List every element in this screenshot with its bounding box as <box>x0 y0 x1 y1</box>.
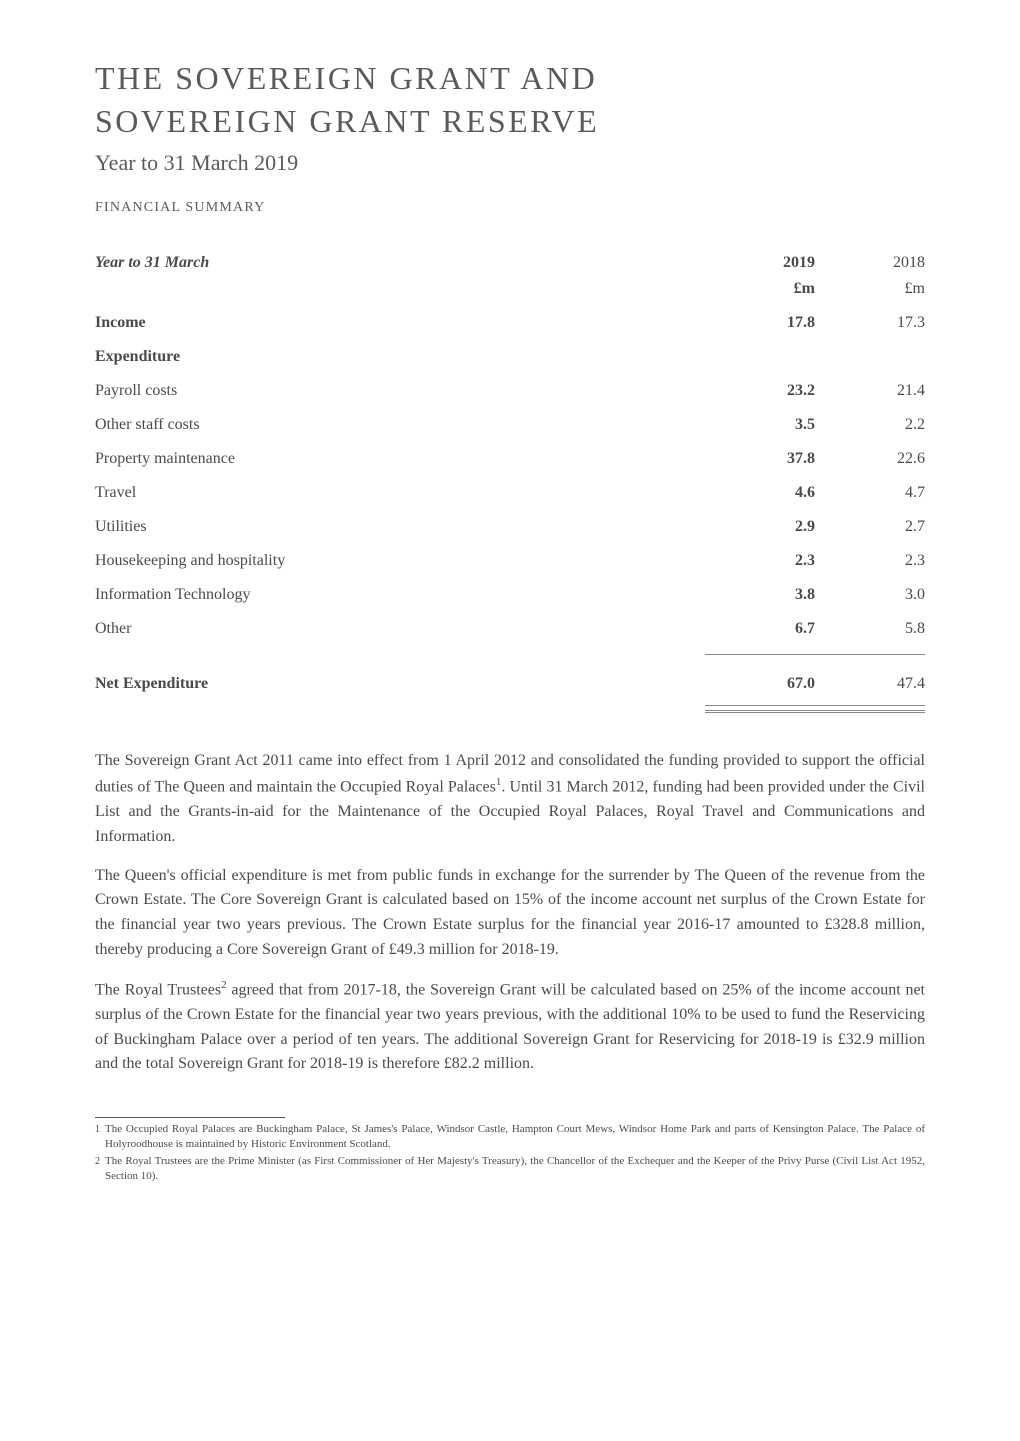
net-2019: 67.0 <box>705 663 815 697</box>
income-2018: 17.3 <box>815 306 925 340</box>
net-2018: 47.4 <box>815 663 925 697</box>
table-row: Utilities 2.9 2.7 <box>95 510 925 544</box>
otherstaff-label: Other staff costs <box>95 408 705 442</box>
double-rule-row <box>95 697 925 721</box>
it-label: Information Technology <box>95 578 705 612</box>
payroll-2019: 23.2 <box>705 374 815 408</box>
income-2019: 17.8 <box>705 306 815 340</box>
expenditure-section-row: Expenditure <box>95 340 925 374</box>
payroll-label: Payroll costs <box>95 374 705 408</box>
footnote-2-number: 2 <box>95 1154 105 1184</box>
table-row: Payroll costs 23.2 21.4 <box>95 374 925 408</box>
table-row: Information Technology 3.8 3.0 <box>95 578 925 612</box>
travel-2018: 4.7 <box>815 476 925 510</box>
paragraph-1: The Sovereign Grant Act 2011 came into e… <box>95 749 925 850</box>
section-financial-summary: FINANCIAL SUMMARY <box>95 200 925 216</box>
footnote-1: 1 The Occupied Royal Palaces are Bucking… <box>95 1122 925 1152</box>
document-title-line1: THE SOVEREIGN GRANT AND <box>95 60 925 97</box>
table-row: Other 6.7 5.8 <box>95 612 925 646</box>
travel-2019: 4.6 <box>705 476 815 510</box>
total-rule-2018 <box>815 705 925 713</box>
header-year-label: Year to 31 March <box>95 246 705 280</box>
income-row: Income 17.8 17.3 <box>95 306 925 340</box>
property-2019: 37.8 <box>705 442 815 476</box>
table-header-row: Year to 31 March 2019 2018 <box>95 246 925 280</box>
utilities-2019: 2.9 <box>705 510 815 544</box>
otherstaff-2018: 2.2 <box>815 408 925 442</box>
rule-row <box>95 646 925 663</box>
document-title-line2: SOVEREIGN GRANT RESERVE <box>95 103 925 140</box>
travel-label: Travel <box>95 476 705 510</box>
header-year-2019: 2019 <box>705 246 815 280</box>
property-2018: 22.6 <box>815 442 925 476</box>
table-row: Housekeeping and hospitality 2.3 2.3 <box>95 544 925 578</box>
housekeeping-2019: 2.3 <box>705 544 815 578</box>
total-rule-2019 <box>705 705 815 713</box>
financial-summary-table: Year to 31 March 2019 2018 £m £m Income … <box>95 246 925 721</box>
table-row: Travel 4.6 4.7 <box>95 476 925 510</box>
footnote-1-text: The Occupied Royal Palaces are Buckingha… <box>105 1122 925 1152</box>
it-2018: 3.0 <box>815 578 925 612</box>
paragraph-2: The Queen's official expenditure is met … <box>95 864 925 963</box>
utilities-label: Utilities <box>95 510 705 544</box>
housekeeping-label: Housekeeping and hospitality <box>95 544 705 578</box>
other-label: Other <box>95 612 705 646</box>
table-row: Other staff costs 3.5 2.2 <box>95 408 925 442</box>
body-text: The Sovereign Grant Act 2011 came into e… <box>95 749 925 1077</box>
document-page: THE SOVEREIGN GRANT AND SOVEREIGN GRANT … <box>0 0 1020 1441</box>
otherstaff-2019: 3.5 <box>705 408 815 442</box>
subtotal-rule-2019 <box>705 654 815 655</box>
header-unit-2019: £m <box>705 280 815 306</box>
table-unit-row: £m £m <box>95 280 925 306</box>
expenditure-label: Expenditure <box>95 340 705 374</box>
other-2019: 6.7 <box>705 612 815 646</box>
payroll-2018: 21.4 <box>815 374 925 408</box>
housekeeping-2018: 2.3 <box>815 544 925 578</box>
table-row: Property maintenance 37.8 22.6 <box>95 442 925 476</box>
footnote-divider <box>95 1117 285 1118</box>
footnote-1-number: 1 <box>95 1122 105 1152</box>
it-2019: 3.8 <box>705 578 815 612</box>
document-subtitle: Year to 31 March 2019 <box>95 150 925 176</box>
header-year-2018: 2018 <box>815 246 925 280</box>
header-unit-2018: £m <box>815 280 925 306</box>
footnote-2: 2 The Royal Trustees are the Prime Minis… <box>95 1154 925 1184</box>
other-2018: 5.8 <box>815 612 925 646</box>
net-label: Net Expenditure <box>95 663 705 697</box>
footnote-2-text: The Royal Trustees are the Prime Ministe… <box>105 1154 925 1184</box>
utilities-2018: 2.7 <box>815 510 925 544</box>
footnotes: 1 The Occupied Royal Palaces are Bucking… <box>95 1122 925 1183</box>
property-label: Property maintenance <box>95 442 705 476</box>
subtotal-rule-2018 <box>815 654 925 655</box>
paragraph-3a: The Royal Trustees <box>95 981 221 998</box>
paragraph-3: The Royal Trustees2 agreed that from 201… <box>95 977 925 1078</box>
net-expenditure-row: Net Expenditure 67.0 47.4 <box>95 663 925 697</box>
income-label: Income <box>95 306 705 340</box>
